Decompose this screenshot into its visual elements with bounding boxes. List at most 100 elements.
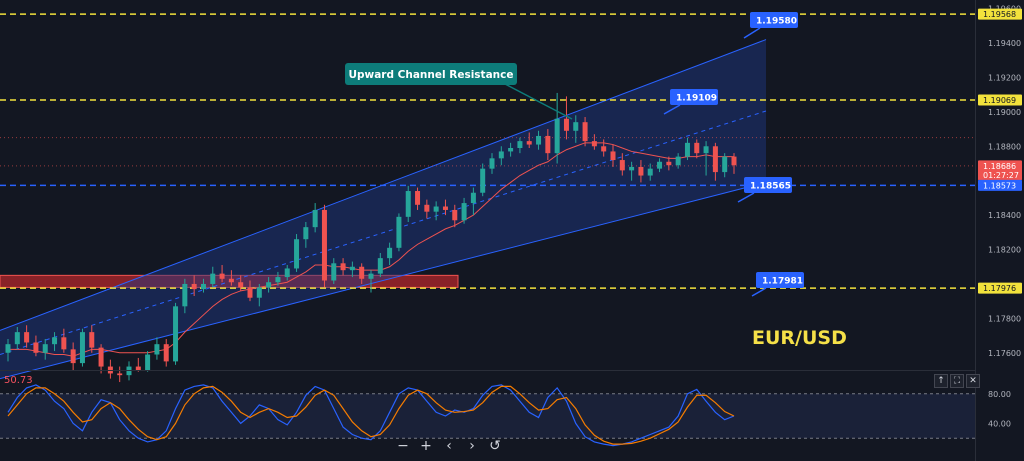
candle-body[interactable] bbox=[5, 344, 11, 353]
candle-body[interactable] bbox=[24, 332, 30, 343]
price-tick-label: 1.18200 bbox=[988, 246, 1021, 255]
candle-body[interactable] bbox=[70, 349, 76, 364]
candle-body[interactable] bbox=[610, 151, 616, 161]
candle-body[interactable] bbox=[387, 247, 393, 259]
candle-body[interactable] bbox=[517, 141, 523, 148]
candle-body[interactable] bbox=[489, 158, 495, 169]
candle-body[interactable] bbox=[675, 156, 681, 166]
candle-body[interactable] bbox=[415, 191, 421, 205]
candle-body[interactable] bbox=[554, 118, 560, 154]
candle-body[interactable] bbox=[321, 209, 327, 281]
candle-body[interactable] bbox=[563, 118, 569, 131]
candle-body[interactable] bbox=[135, 366, 141, 370]
candle-body[interactable] bbox=[536, 135, 542, 145]
scroll-right-button[interactable]: › bbox=[469, 438, 475, 454]
candle-body[interactable] bbox=[498, 151, 504, 159]
candle-body[interactable] bbox=[684, 142, 690, 157]
candle-body[interactable] bbox=[200, 283, 206, 290]
candle-body[interactable] bbox=[89, 332, 95, 348]
candle-body[interactable] bbox=[703, 146, 709, 154]
candle-body[interactable] bbox=[163, 344, 169, 362]
candle-body[interactable] bbox=[424, 204, 430, 212]
channel-lower-line bbox=[0, 181, 767, 380]
candle-body[interactable] bbox=[452, 209, 458, 221]
candle-body[interactable] bbox=[228, 278, 234, 283]
candle-body[interactable] bbox=[508, 148, 514, 152]
candle-body[interactable] bbox=[182, 283, 188, 307]
candle-body[interactable] bbox=[331, 263, 337, 281]
candle-body[interactable] bbox=[61, 337, 67, 350]
candle-body[interactable] bbox=[79, 332, 85, 364]
candle-body[interactable] bbox=[256, 287, 262, 298]
move-up-button[interactable]: ↑ bbox=[934, 374, 948, 388]
candle-body[interactable] bbox=[526, 141, 532, 145]
annotation-label: Upward Channel Resistance bbox=[348, 69, 513, 81]
price-callout[interactable] bbox=[750, 12, 798, 28]
candle-body[interactable] bbox=[647, 168, 653, 176]
candle-body[interactable] bbox=[657, 161, 663, 169]
candle-body[interactable] bbox=[629, 166, 635, 171]
candle-body[interactable] bbox=[712, 146, 718, 173]
candle-body[interactable] bbox=[470, 192, 476, 204]
candle-body[interactable] bbox=[461, 203, 467, 221]
candle-body[interactable] bbox=[210, 273, 216, 284]
candle-body[interactable] bbox=[14, 332, 20, 345]
candle-body[interactable] bbox=[173, 306, 179, 362]
candle-body[interactable] bbox=[573, 122, 579, 131]
price-callout[interactable] bbox=[670, 89, 718, 105]
candle-body[interactable] bbox=[312, 209, 318, 228]
candle-body[interactable] bbox=[191, 283, 197, 290]
candle-body[interactable] bbox=[349, 266, 355, 271]
candle-body[interactable] bbox=[377, 258, 383, 274]
candle-body[interactable] bbox=[284, 268, 290, 278]
candle-body[interactable] bbox=[145, 354, 151, 370]
zoom-out-button[interactable]: − bbox=[397, 438, 409, 454]
candle-body[interactable] bbox=[340, 263, 346, 271]
candle-body[interactable] bbox=[619, 160, 625, 171]
candle-body[interactable] bbox=[405, 191, 411, 217]
candle-body[interactable] bbox=[722, 156, 728, 173]
candle-body[interactable] bbox=[294, 239, 300, 269]
callout-pointer bbox=[751, 287, 767, 297]
candle-body[interactable] bbox=[359, 266, 365, 279]
maximize-button[interactable]: ⛶ bbox=[950, 374, 964, 388]
price-callout-label: 1.18565 bbox=[750, 182, 791, 192]
candle-body[interactable] bbox=[433, 206, 439, 212]
zoom-in-button[interactable]: + bbox=[420, 438, 432, 454]
candle-body[interactable] bbox=[42, 344, 48, 353]
candle-body[interactable] bbox=[275, 277, 281, 283]
candle-body[interactable] bbox=[52, 337, 58, 345]
oscillator-controls: ↑ ⛶ ✕ bbox=[934, 374, 980, 388]
candle-body[interactable] bbox=[694, 142, 700, 154]
candle-body[interactable] bbox=[117, 373, 123, 376]
candle-body[interactable] bbox=[582, 122, 588, 142]
panel-divider[interactable] bbox=[0, 370, 975, 371]
close-button[interactable]: ✕ bbox=[966, 374, 980, 388]
candle-body[interactable] bbox=[154, 344, 160, 355]
candle-body[interactable] bbox=[98, 347, 104, 367]
price-callout[interactable] bbox=[744, 177, 792, 193]
candle-body[interactable] bbox=[591, 141, 597, 147]
annotation-box[interactable] bbox=[345, 63, 517, 85]
candle-body[interactable] bbox=[545, 135, 551, 154]
candle-body[interactable] bbox=[442, 206, 448, 210]
candle-body[interactable] bbox=[731, 156, 737, 166]
candle-body[interactable] bbox=[666, 161, 672, 166]
candle-body[interactable] bbox=[480, 168, 486, 193]
reset-view-button[interactable]: ↺ bbox=[489, 438, 501, 454]
channel-median-line bbox=[0, 110, 767, 355]
candle-body[interactable] bbox=[266, 282, 272, 288]
candle-body[interactable] bbox=[219, 273, 225, 279]
candle-body[interactable] bbox=[638, 166, 644, 176]
candle-body[interactable] bbox=[601, 146, 607, 152]
candle-body[interactable] bbox=[396, 216, 402, 248]
price-callout[interactable] bbox=[756, 272, 804, 288]
price-tick-label: 1.18800 bbox=[988, 142, 1021, 151]
candle-body[interactable] bbox=[368, 273, 374, 279]
candle-body[interactable] bbox=[303, 227, 309, 240]
candle-body[interactable] bbox=[33, 342, 39, 353]
candle-body[interactable] bbox=[238, 282, 244, 288]
scroll-left-button[interactable]: ‹ bbox=[446, 438, 452, 454]
candle-body[interactable] bbox=[247, 287, 253, 298]
